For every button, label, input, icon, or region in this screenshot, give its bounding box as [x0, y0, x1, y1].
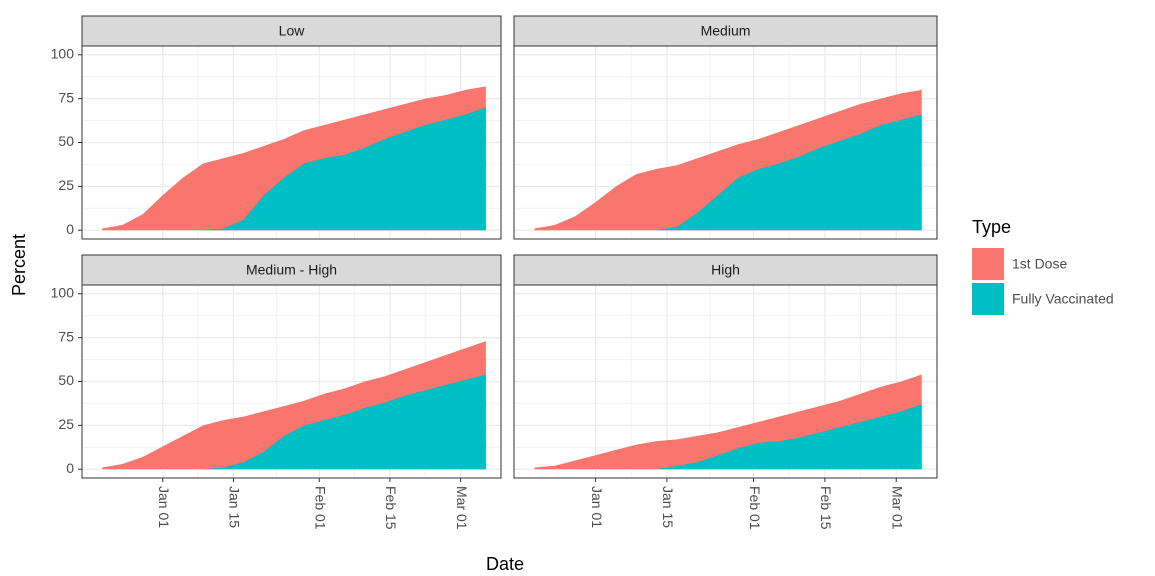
y-tick-label: 25 — [58, 416, 74, 432]
area — [102, 374, 486, 470]
y-tick-label: 100 — [51, 284, 75, 300]
strip-label: Low — [279, 23, 306, 39]
x-tick-label: Feb 01 — [313, 486, 329, 530]
y-tick-label: 0 — [66, 460, 74, 476]
area — [534, 404, 922, 470]
y-tick-label: 50 — [58, 133, 74, 149]
y-tick-label: 0 — [66, 221, 74, 237]
strip-label: Medium — [701, 23, 751, 39]
legend-title: Type — [972, 217, 1011, 237]
strip-label: High — [711, 262, 740, 278]
y-tick-label: 25 — [58, 177, 74, 193]
y-tick-label: 75 — [58, 328, 74, 344]
x-tick-label: Feb 15 — [383, 486, 399, 530]
strip — [513, 15, 938, 47]
legend-key — [972, 283, 1004, 315]
y-tick-label: 100 — [51, 45, 75, 61]
x-tick-label: Jan 01 — [156, 486, 172, 528]
strip — [81, 15, 502, 47]
x-tick-label: Feb 15 — [818, 486, 834, 530]
area — [534, 114, 922, 231]
x-tick-label: Feb 01 — [747, 486, 763, 530]
x-axis-label: Date — [486, 554, 524, 574]
y-tick-label: 50 — [58, 372, 74, 388]
strip-label: Medium - High — [246, 262, 337, 278]
x-tick-label: Jan 15 — [660, 486, 676, 528]
legend-label: Fully Vaccinated — [1012, 291, 1114, 307]
x-tick-label: Mar 01 — [890, 486, 906, 530]
strip — [81, 254, 502, 286]
y-axis-label: Percent — [9, 234, 29, 296]
y-tick-label: 75 — [58, 89, 74, 105]
area — [102, 107, 486, 231]
x-tick-label: Mar 01 — [454, 486, 470, 530]
strip — [513, 254, 938, 286]
x-tick-label: Jan 01 — [589, 486, 605, 528]
x-tick-label: Jan 15 — [227, 486, 243, 528]
legend-key — [972, 248, 1004, 280]
legend-label: 1st Dose — [1012, 256, 1067, 272]
